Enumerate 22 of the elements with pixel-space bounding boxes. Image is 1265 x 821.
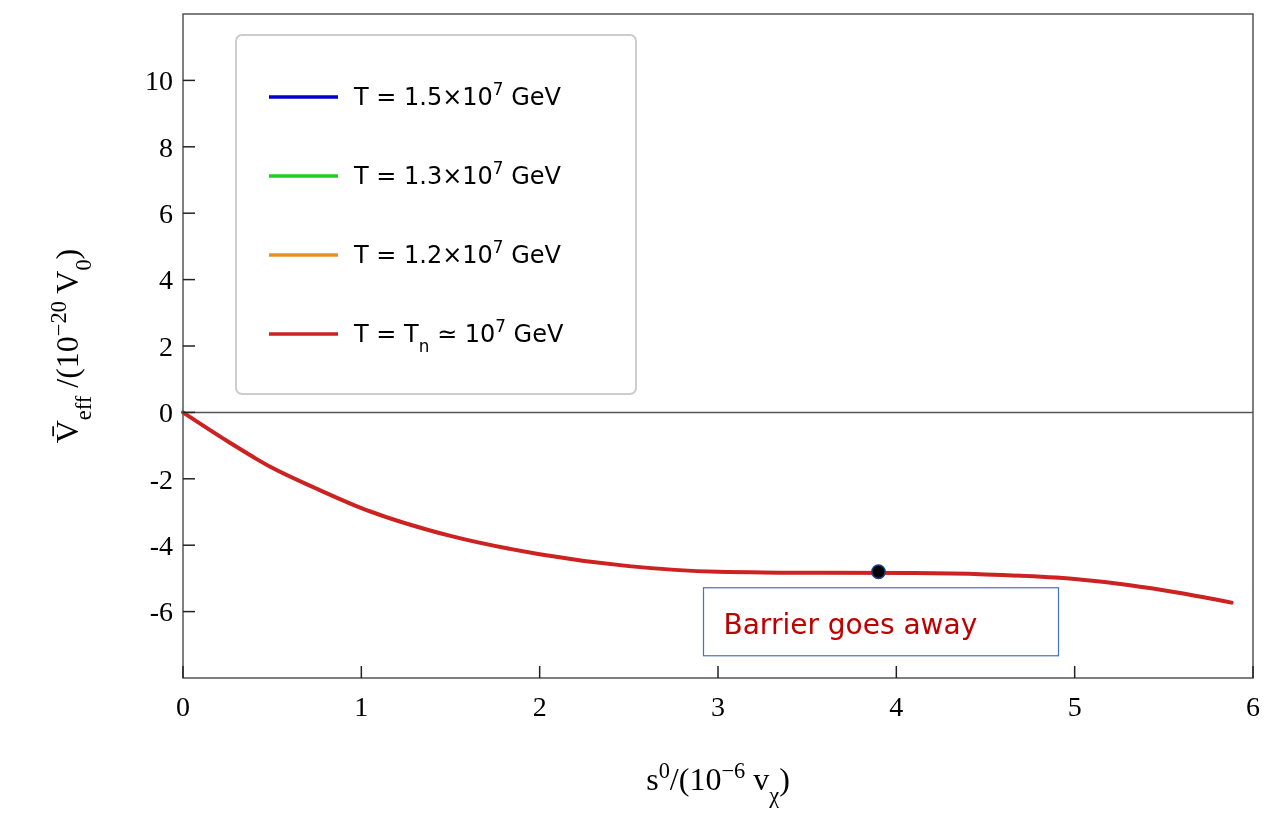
x-tick-label: 2 (532, 691, 547, 722)
y-tick-label: -4 (149, 530, 173, 561)
annotation: Barrier goes away (723, 607, 978, 641)
y-tick-label: 0 (159, 397, 173, 429)
x-tick-label: 5 (1067, 691, 1082, 722)
legend-label: T = 1.3×10$^{7}$ GeV (353, 158, 562, 191)
y-tick-label: 8 (159, 131, 173, 163)
y-tick-label: -2 (149, 463, 173, 495)
legend-label: T = 1.2×10$^{7}$ GeV (353, 237, 562, 270)
x-tick-label: 4 (889, 691, 904, 722)
y-tick-label: -6 (149, 596, 173, 628)
x-tick-label: 6 (1246, 691, 1260, 722)
y-tick-label: 2 (159, 330, 173, 362)
x-tick-label: 3 (711, 691, 725, 722)
legend-label: T = 1.5×10$^{7}$ GeV (353, 79, 562, 112)
x-axis-title: s$^{0}$/(10$^{−6}$ v$_{χ}$) (646, 757, 790, 808)
y-tick-label: 6 (159, 198, 173, 229)
x-tick-label: 1 (354, 691, 369, 722)
y-tick-label: 4 (159, 264, 173, 296)
line-series (181, 410, 1234, 605)
legend-label: T = T$_{n}$ ≃ 10$^{7}$ GeV (353, 316, 564, 357)
y-tick-label: 10 (145, 65, 173, 97)
